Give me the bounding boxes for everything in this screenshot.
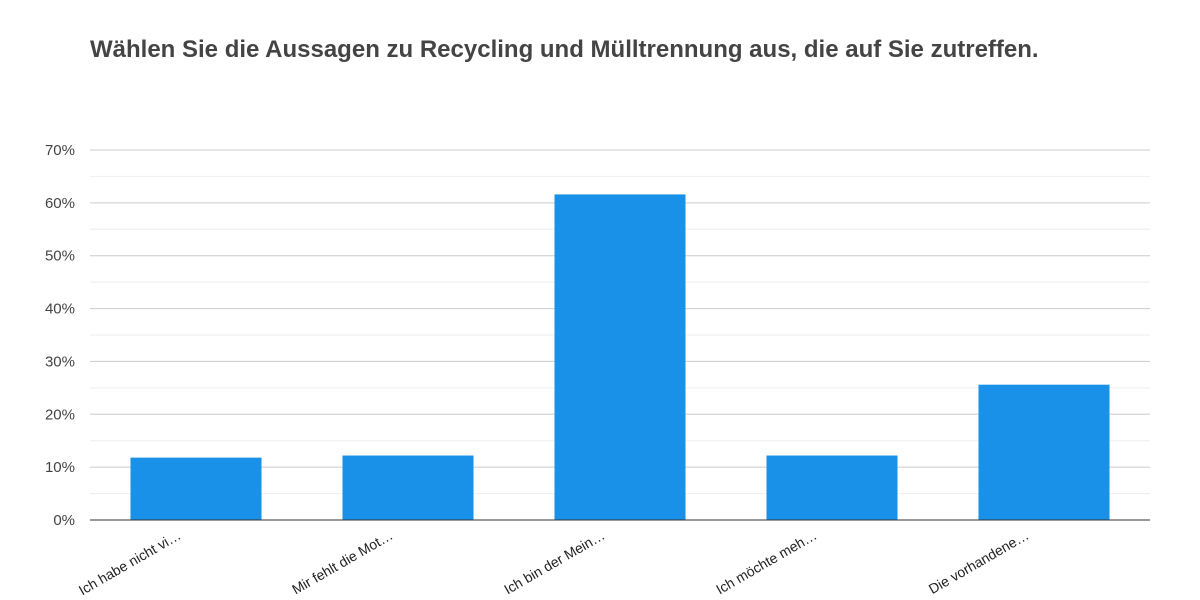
y-tick-label: 40% bbox=[45, 301, 75, 318]
x-tick-label: Ich möchte meh… bbox=[713, 527, 819, 598]
bar bbox=[130, 457, 262, 520]
bar bbox=[766, 455, 898, 520]
x-tick-label: Die vorhandene… bbox=[926, 527, 1032, 597]
y-tick-label: 50% bbox=[45, 248, 75, 265]
bar bbox=[554, 194, 686, 520]
y-tick-label: 30% bbox=[45, 353, 75, 370]
y-tick-label: 10% bbox=[45, 459, 75, 476]
x-axis: Ich habe nicht vi… Mir fehlt die Mot… Ich … bbox=[76, 519, 1150, 598]
bars bbox=[130, 194, 1110, 520]
x-tick-label: Ich habe nicht vi… bbox=[76, 527, 184, 598]
bar bbox=[978, 384, 1110, 520]
y-tick-label: 20% bbox=[45, 406, 75, 423]
x-tick-label: Ich bin der Mein… bbox=[501, 527, 607, 598]
y-tick-label: 60% bbox=[45, 195, 75, 212]
x-tick-label: Mir fehlt die Mot… bbox=[289, 527, 395, 598]
chart-title: Wählen Sie die Aussagen zu Recycling und… bbox=[90, 36, 1039, 63]
bar bbox=[342, 455, 474, 520]
y-tick-label: 70% bbox=[45, 142, 75, 159]
y-tick-label: 0% bbox=[53, 512, 75, 529]
y-axis: 0% 10% 20% 30% 40% 50% 60% 70% bbox=[45, 142, 75, 529]
